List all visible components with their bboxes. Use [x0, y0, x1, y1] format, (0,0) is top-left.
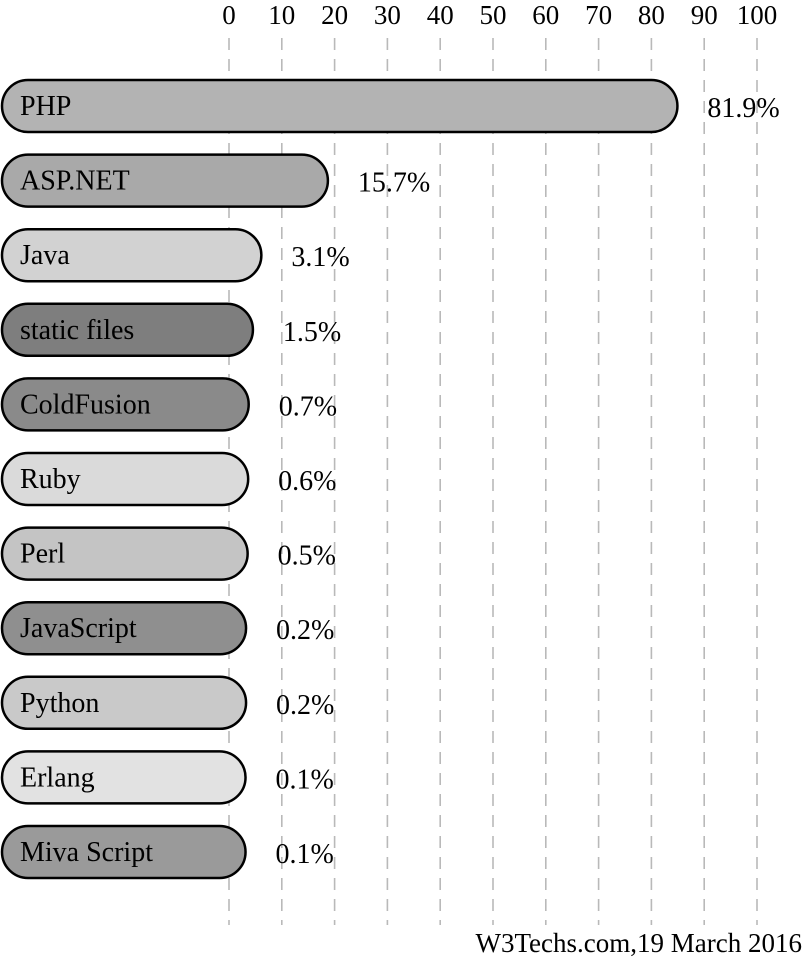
bar-row: PHP 81.9%: [0, 78, 780, 134]
x-tick-label: 40: [427, 0, 454, 30]
x-tick-label: 60: [532, 0, 559, 30]
bar-category-label: Ruby: [20, 464, 81, 495]
bar-row: Ruby 0.6%: [0, 451, 336, 507]
bar-row: Python 0.2%: [0, 675, 334, 731]
bar-value-label: 0.1%: [276, 764, 334, 795]
bar-row: Miva Script 0.1%: [0, 824, 334, 880]
bar: [0, 302, 255, 358]
bar: [0, 227, 263, 283]
bar-row: ColdFusion 0.7%: [0, 377, 337, 432]
bar-category-label: ASP.NET: [20, 166, 130, 197]
bar: [0, 526, 249, 581]
bar-category-label: JavaScript: [20, 613, 137, 644]
x-tick-label: 20: [321, 0, 348, 30]
bar-row: Erlang 0.1%: [0, 750, 334, 805]
bar: [0, 750, 247, 805]
bar: [0, 675, 248, 731]
bar: [0, 451, 250, 507]
bar: [0, 377, 250, 432]
bar-category-label: Perl: [20, 539, 65, 570]
bar: [0, 153, 330, 208]
bar: [0, 824, 247, 880]
bar: [0, 600, 248, 656]
bar-value-label: 15.7%: [358, 168, 430, 199]
bar-category-label: Miva Script: [20, 837, 153, 868]
bar-row: static files 1.5%: [0, 302, 341, 358]
source-credit: W3Techs.com,19 March 2016: [475, 928, 802, 958]
bar-row: JavaScript 0.2%: [0, 600, 334, 656]
bar-category-label: Python: [20, 688, 99, 719]
bar-value-label: 0.5%: [278, 541, 336, 572]
x-tick-label: 50: [480, 0, 507, 30]
bar-row: Perl 0.5%: [0, 526, 336, 581]
x-tick-label: 70: [585, 0, 612, 30]
x-tick-label: 90: [691, 0, 718, 30]
bar-value-label: 0.2%: [276, 615, 334, 646]
x-axis-tick-labels: 0 10 20 30 40 50 60 70 80 90 100: [222, 0, 777, 30]
bar: [0, 78, 679, 134]
bar-value-label: 0.6%: [278, 466, 336, 497]
bar-value-label: 0.1%: [276, 839, 334, 870]
bar-category-label: ColdFusion: [20, 389, 151, 420]
bar-row: ASP.NET 15.7%: [0, 153, 430, 208]
bar-value-label: 0.7%: [279, 391, 337, 422]
bar-value-label: 1.5%: [283, 317, 341, 348]
bar-category-label: Java: [20, 240, 70, 271]
x-tick-label: 80: [638, 0, 665, 30]
x-tick-label: 30: [374, 0, 401, 30]
x-tick-label: 10: [268, 0, 295, 30]
bar-category-label: static files: [20, 315, 134, 346]
bar-category-label: PHP: [20, 91, 71, 122]
bar-value-label: 3.1%: [291, 242, 349, 273]
bar-category-label: Erlang: [20, 762, 95, 793]
bar-value-label: 81.9%: [707, 93, 779, 124]
x-tick-label: 100: [737, 0, 778, 30]
bar-value-label: 0.2%: [276, 690, 334, 721]
bar-row: Java 3.1%: [0, 227, 350, 283]
x-tick-label: 0: [222, 0, 236, 30]
bars: PHP 81.9% ASP.NET 15.7% Java 3.1% static files…: [0, 78, 780, 880]
